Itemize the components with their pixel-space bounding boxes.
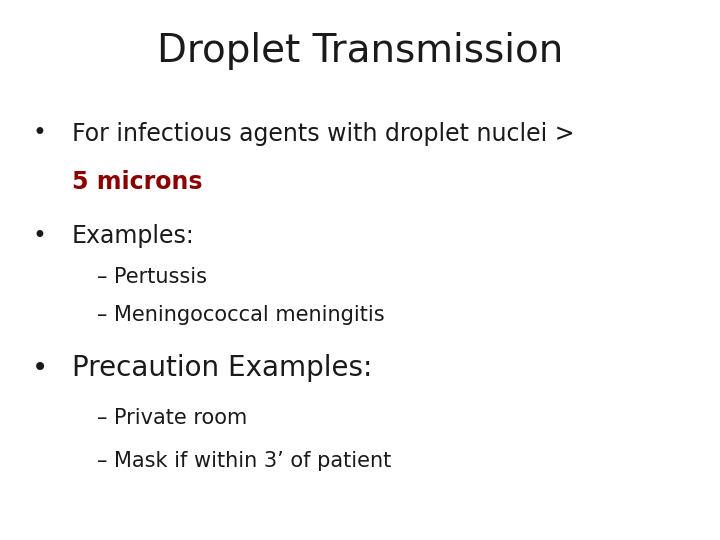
Text: 5 microns: 5 microns [72,170,202,194]
Text: – Mask if within 3’ of patient: – Mask if within 3’ of patient [97,451,392,471]
Text: •: • [32,122,47,145]
Text: •: • [32,354,48,382]
Text: – Private room: – Private room [97,408,248,428]
Text: – Meningococcal meningitis: – Meningococcal meningitis [97,305,384,325]
Text: Droplet Transmission: Droplet Transmission [157,32,563,70]
Text: Examples:: Examples: [72,224,194,248]
Text: Precaution Examples:: Precaution Examples: [72,354,372,382]
Text: – Pertussis: – Pertussis [97,267,207,287]
Text: •: • [32,224,47,248]
Text: For infectious agents with droplet nuclei >: For infectious agents with droplet nucle… [72,122,575,145]
